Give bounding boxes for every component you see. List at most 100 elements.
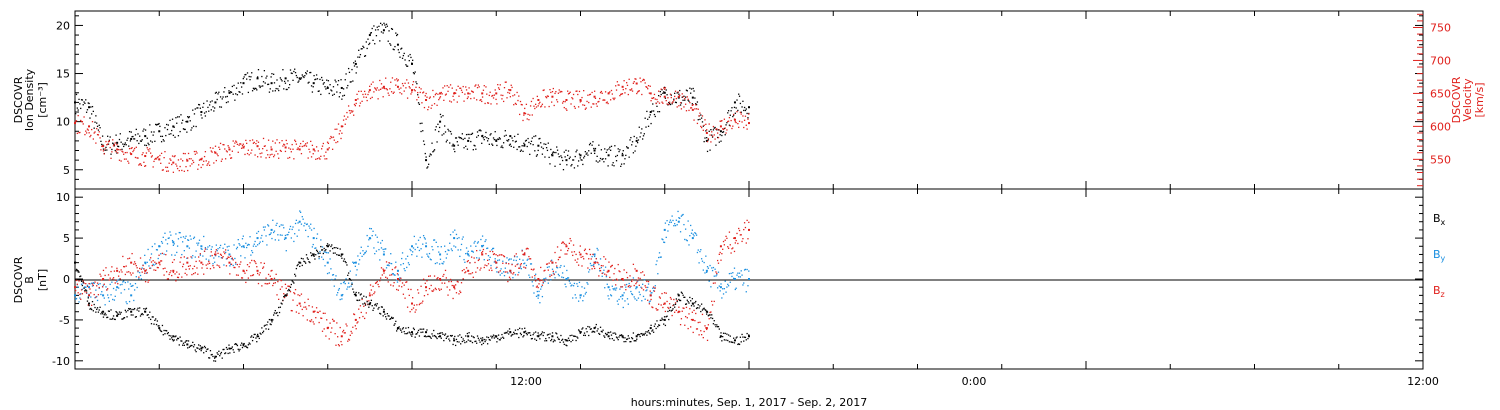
velocity-dot <box>358 105 361 107</box>
bx-dot <box>241 346 244 349</box>
bz-dot <box>590 258 592 260</box>
bx-dot <box>711 314 713 316</box>
bx-dot <box>689 296 691 299</box>
by-dot <box>459 255 461 258</box>
bx-dot <box>643 334 645 336</box>
velocity-dot <box>691 104 694 106</box>
bx-dot <box>187 340 190 342</box>
ion-density-dot <box>606 149 608 151</box>
ion-density-dot <box>547 142 549 144</box>
bx-dot <box>91 308 93 311</box>
by-dot <box>647 283 650 285</box>
bz-dot <box>525 248 528 250</box>
bz-dot <box>464 272 466 274</box>
bz-dot <box>198 260 201 262</box>
bx-dot <box>438 332 441 335</box>
by-dot <box>295 219 298 221</box>
velocity-dot <box>297 147 299 149</box>
bx-dot <box>481 343 483 346</box>
ion-density-dot <box>560 155 562 157</box>
bx-dot <box>497 334 500 336</box>
by-dot <box>414 248 416 251</box>
bz-dot <box>256 266 258 268</box>
by-dot <box>587 283 589 285</box>
velocity-dot <box>505 81 507 83</box>
bx-point <box>214 355 217 358</box>
by-dot <box>207 246 209 248</box>
velocity-dot <box>309 151 311 153</box>
ion-density-dot <box>667 104 669 106</box>
bz-dot <box>491 269 493 272</box>
velocity-dot <box>608 92 610 94</box>
velocity-dot <box>445 93 447 95</box>
ion-density-dot <box>219 106 221 108</box>
velocity-dot <box>238 144 240 146</box>
ion-density-dot <box>458 136 460 138</box>
bz-dot <box>555 262 557 264</box>
by-dot <box>82 282 84 284</box>
bz-dot <box>203 273 205 275</box>
bz-dot <box>172 271 175 273</box>
bx-dot <box>690 305 693 307</box>
by-dot <box>695 234 698 236</box>
by-dot <box>517 263 519 265</box>
ion-density-dot <box>257 69 260 71</box>
ion-density-dot <box>199 107 201 109</box>
ion-density-dot <box>139 140 142 142</box>
velocity-point <box>116 148 119 151</box>
bz-dot <box>337 336 339 338</box>
velocity-dot <box>482 89 485 91</box>
bx-dot <box>288 289 291 292</box>
velocity-dot <box>574 107 576 109</box>
bx-dot <box>219 355 221 357</box>
ion-density-point <box>565 159 568 162</box>
velocity-dot <box>473 97 475 99</box>
bz-dot <box>109 277 111 279</box>
ion-density-dot <box>711 136 714 138</box>
by-dot <box>695 232 697 235</box>
by-dot <box>272 219 274 221</box>
bx-dot <box>598 332 600 335</box>
ion-density-dot <box>417 94 419 96</box>
bz-dot <box>667 306 669 309</box>
ion-density-dot <box>81 99 84 101</box>
ion-density-dot <box>287 80 289 82</box>
bx-dot <box>720 332 722 334</box>
bz-dot <box>84 291 86 293</box>
ion-density-dot <box>478 129 480 132</box>
velocity-dot <box>583 89 585 92</box>
ion-density-dot <box>685 89 688 91</box>
velocity-dot <box>599 91 602 94</box>
bx-dot <box>310 252 312 254</box>
by-dot <box>543 277 545 280</box>
velocity-dot <box>633 81 635 83</box>
by-dot <box>117 287 120 289</box>
by-dot <box>422 235 425 237</box>
velocity-dot <box>489 91 491 93</box>
bx-dot <box>416 333 418 335</box>
bz-dot <box>341 344 343 346</box>
by-dot <box>527 258 529 260</box>
ion-density-dot <box>325 88 327 90</box>
ion-density-dot <box>444 125 446 127</box>
bx-dot <box>695 307 698 310</box>
ion-density-dot <box>290 72 292 74</box>
bx-dot <box>552 341 554 343</box>
by-dot <box>163 253 165 255</box>
bz-dot <box>672 304 674 307</box>
velocity-dot <box>214 151 216 153</box>
velocity-dot <box>503 87 506 89</box>
velocity-dot <box>567 93 570 95</box>
bz-dot <box>520 262 522 265</box>
bz-dot <box>433 289 435 291</box>
bx-dot <box>686 299 688 301</box>
bz-dot <box>238 266 240 268</box>
bx-dot <box>674 306 676 308</box>
ion-density-dot <box>448 130 450 132</box>
bx-dot <box>718 328 720 330</box>
bz-dot <box>306 319 308 321</box>
bx-dot <box>631 337 633 339</box>
bx-dot <box>203 352 205 354</box>
by-dot <box>652 287 654 289</box>
